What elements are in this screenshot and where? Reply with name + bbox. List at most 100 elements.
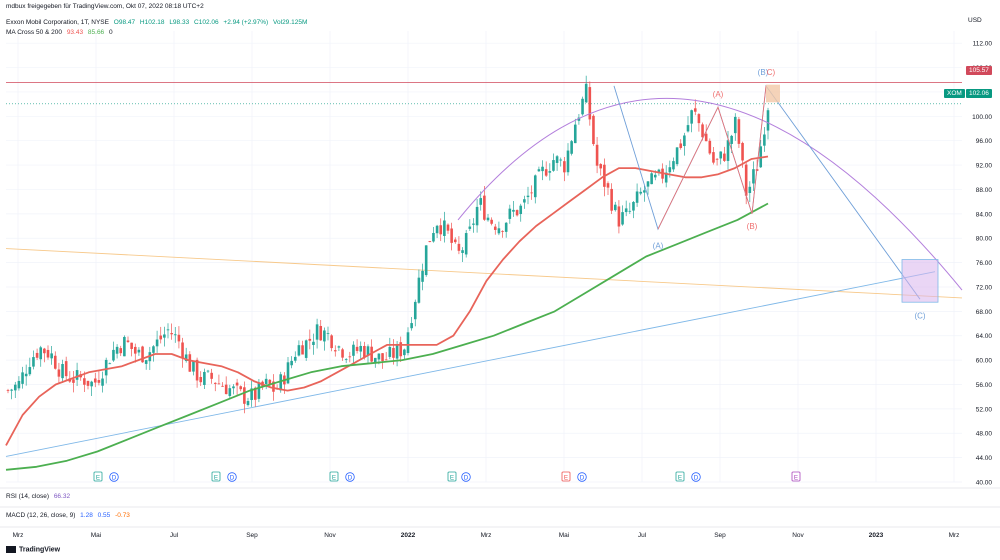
candle-body bbox=[206, 370, 210, 372]
candle-body bbox=[126, 340, 130, 342]
candle bbox=[155, 330, 159, 353]
candle bbox=[606, 181, 610, 195]
candle bbox=[163, 326, 166, 347]
rsi-panel-label[interactable]: RSI (14, close) 66.32 bbox=[6, 493, 73, 500]
earnings-marker[interactable]: E bbox=[211, 471, 221, 482]
symbol-name[interactable]: Exxon Mobil Corporation, 1T, NYSE bbox=[6, 19, 109, 26]
dividend-marker[interactable]: D bbox=[345, 472, 355, 482]
candle bbox=[613, 201, 617, 212]
candle bbox=[766, 107, 770, 140]
rsi-label: RSI (14, close) bbox=[6, 493, 49, 500]
candle bbox=[686, 116, 690, 133]
dividend-marker[interactable]: D bbox=[227, 472, 237, 482]
candle-body bbox=[232, 386, 235, 389]
candle-body bbox=[606, 183, 610, 188]
candle bbox=[403, 348, 406, 360]
earnings-marker[interactable]: E bbox=[791, 471, 801, 482]
y-tick-label: 100.00 bbox=[972, 114, 992, 121]
candle-body bbox=[704, 133, 708, 142]
candle-body bbox=[697, 114, 701, 124]
dividend-marker[interactable]: D bbox=[577, 472, 587, 482]
candle-body bbox=[195, 359, 199, 381]
candle-body bbox=[308, 338, 312, 341]
y-tick-label: 84.00 bbox=[976, 211, 993, 218]
candle bbox=[748, 181, 752, 203]
candle bbox=[90, 380, 93, 396]
candle-body bbox=[35, 352, 39, 358]
candle-body bbox=[701, 124, 704, 138]
candle bbox=[592, 114, 595, 146]
marker-text: E bbox=[214, 474, 218, 481]
candle bbox=[468, 219, 472, 231]
candle-body bbox=[290, 360, 293, 366]
earnings-marker[interactable]: E bbox=[561, 471, 571, 482]
candle bbox=[486, 213, 490, 222]
candle-body bbox=[552, 160, 555, 171]
candle bbox=[348, 351, 352, 363]
candle bbox=[519, 203, 523, 222]
candle bbox=[697, 113, 701, 132]
candle-body bbox=[217, 383, 221, 385]
candle-body bbox=[453, 239, 457, 243]
ma-line[interactable]: MA Cross 50 & 200 93.43 85.66 0 bbox=[6, 29, 116, 36]
candle-body bbox=[286, 362, 290, 384]
candle bbox=[577, 114, 581, 125]
marker-shape bbox=[329, 471, 339, 482]
candle-body bbox=[46, 349, 50, 358]
dividend-marker[interactable]: D bbox=[461, 472, 471, 482]
candle bbox=[326, 326, 330, 341]
x-tick-label: Mrz bbox=[481, 532, 492, 539]
candle-body bbox=[159, 335, 163, 340]
candle bbox=[384, 351, 388, 361]
marker-text: E bbox=[96, 474, 100, 481]
candle-body bbox=[672, 161, 675, 170]
candle-body bbox=[686, 125, 690, 132]
candle bbox=[508, 204, 512, 224]
earnings-marker[interactable]: E bbox=[675, 471, 685, 482]
candle bbox=[133, 343, 137, 363]
candle bbox=[664, 165, 668, 188]
candle-body bbox=[264, 378, 268, 384]
candle-body bbox=[130, 342, 133, 349]
candle bbox=[504, 222, 508, 238]
candle bbox=[417, 269, 421, 304]
candle-body bbox=[668, 167, 672, 173]
candle bbox=[512, 201, 515, 217]
candle-body bbox=[210, 372, 213, 379]
y-tick-label: 80.00 bbox=[976, 236, 993, 243]
candle-body bbox=[101, 378, 104, 386]
candle bbox=[108, 362, 112, 365]
candle bbox=[672, 157, 675, 172]
candle-body bbox=[341, 349, 344, 358]
dividend-marker[interactable]: D bbox=[109, 472, 119, 482]
candle-body bbox=[330, 335, 333, 349]
x-tick-label: Sep bbox=[246, 532, 258, 539]
earnings-marker[interactable]: E bbox=[93, 471, 103, 482]
candle-body bbox=[544, 169, 548, 176]
candle bbox=[93, 372, 97, 388]
candle-body bbox=[192, 361, 195, 372]
candle-body bbox=[184, 354, 188, 361]
candle-body bbox=[493, 226, 497, 230]
candle-body bbox=[632, 201, 635, 211]
x-tick-label: Nov bbox=[792, 532, 804, 539]
candle bbox=[650, 172, 653, 185]
orange-trendline bbox=[5, 248, 963, 299]
earnings-marker[interactable]: E bbox=[329, 471, 339, 482]
macd-panel-label[interactable]: MACD (12, 26, close, 9) 1.28 0.55 -0.73 bbox=[6, 512, 133, 519]
earnings-marker[interactable]: E bbox=[447, 471, 457, 482]
marker-shape bbox=[675, 471, 685, 482]
candle-body bbox=[443, 220, 446, 236]
candle-body bbox=[628, 210, 632, 212]
candle bbox=[555, 154, 559, 171]
candle bbox=[559, 157, 563, 167]
candle bbox=[304, 339, 308, 361]
candle bbox=[610, 183, 613, 214]
dividend-marker[interactable]: D bbox=[691, 472, 701, 482]
tradingview-footer[interactable]: TradingView bbox=[6, 546, 60, 553]
candle-body bbox=[653, 174, 657, 178]
candle bbox=[715, 158, 719, 166]
candle bbox=[439, 218, 443, 242]
